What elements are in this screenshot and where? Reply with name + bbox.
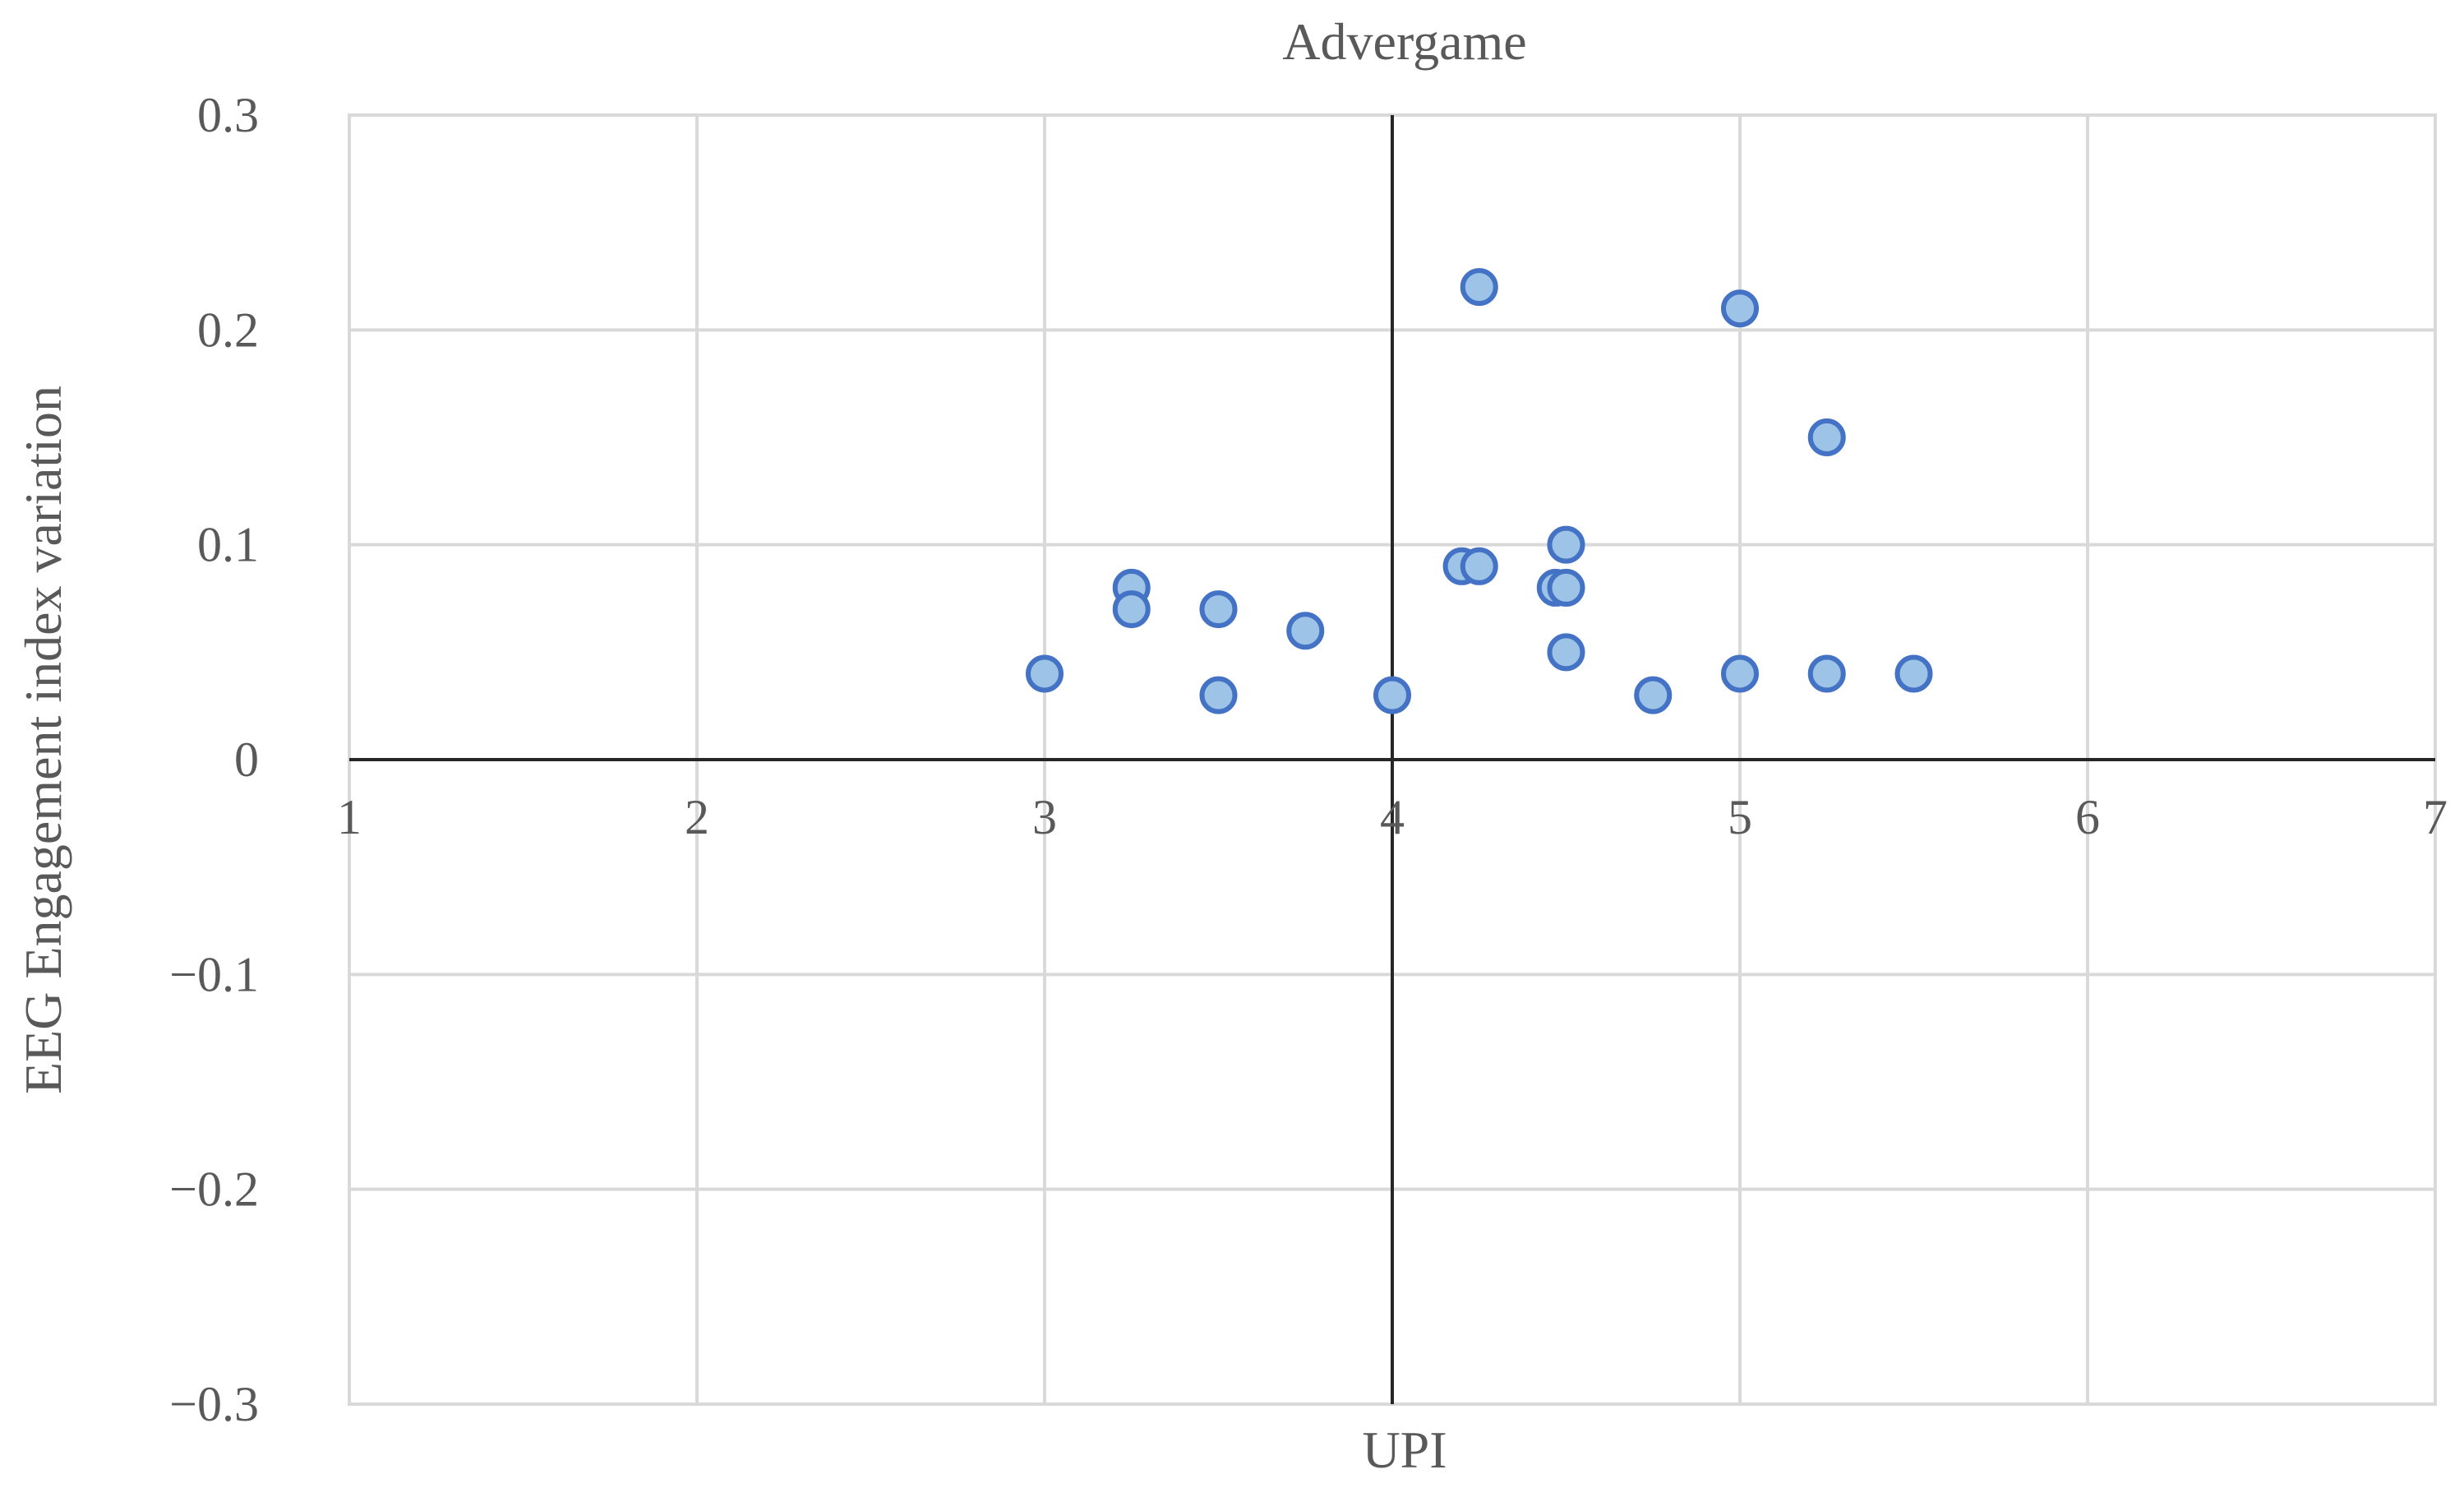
data-point: [1634, 676, 1673, 714]
data-point: [1547, 568, 1585, 607]
data-point: [1721, 654, 1759, 693]
data-point: [1199, 676, 1238, 714]
data-point: [1026, 654, 1064, 693]
x-tick-label: 7: [2423, 790, 2448, 844]
y-tick-label: 0.1: [197, 518, 259, 572]
y-axis-title: EEG Engagement index variation: [14, 386, 72, 1094]
data-points: [1026, 268, 1933, 714]
x-tick-labels: 1 2 3 4 5 6 7: [337, 790, 2448, 844]
x-tick-label: 1: [337, 790, 362, 844]
data-point: [1373, 676, 1411, 714]
x-axis-title: UPI: [1362, 1421, 1447, 1479]
data-point: [1721, 289, 1759, 328]
data-point: [1460, 547, 1498, 585]
y-tick-label: −0.1: [169, 947, 259, 1001]
data-point: [1460, 268, 1498, 307]
y-tick-label: 0: [234, 732, 259, 787]
data-point: [1112, 590, 1151, 629]
y-tick-label: −0.3: [169, 1377, 259, 1431]
x-tick-label: 5: [1728, 790, 1752, 844]
x-tick-label: 3: [1032, 790, 1057, 844]
data-point: [1807, 654, 1846, 693]
data-point: [1547, 633, 1585, 672]
y-tick-labels: 0.3 0.2 0.1 0 −0.1 −0.2 −0.3: [169, 88, 259, 1431]
chart-title: Advergame: [1282, 12, 1526, 71]
y-tick-label: 0.2: [197, 303, 259, 357]
axes: [349, 115, 2435, 1404]
data-point: [1199, 590, 1238, 629]
data-point: [1807, 418, 1846, 456]
x-tick-label: 4: [1380, 790, 1405, 844]
x-tick-label: 6: [2075, 790, 2100, 844]
y-tick-label: −0.2: [169, 1162, 259, 1217]
y-tick-label: 0.3: [197, 88, 259, 142]
data-point: [1894, 654, 1933, 693]
x-tick-label: 2: [685, 790, 709, 844]
data-point: [1547, 525, 1585, 564]
data-point: [1286, 612, 1325, 650]
